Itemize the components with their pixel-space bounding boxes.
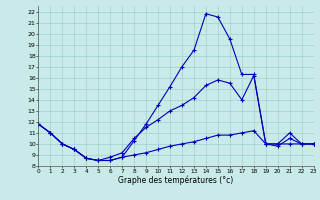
X-axis label: Graphe des températures (°c): Graphe des températures (°c): [118, 176, 234, 185]
